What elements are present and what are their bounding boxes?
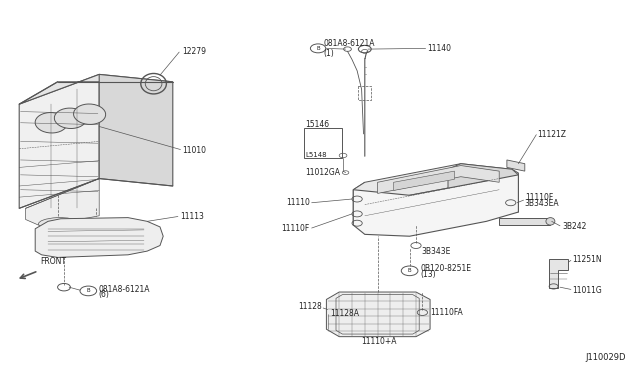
Polygon shape (326, 292, 430, 337)
Polygon shape (353, 175, 518, 236)
Text: 11113: 11113 (180, 212, 204, 221)
Ellipse shape (35, 113, 67, 133)
Ellipse shape (74, 104, 106, 124)
Text: (1): (1) (323, 49, 334, 58)
Text: 081A8-6121A: 081A8-6121A (99, 285, 150, 294)
Text: 11110F: 11110F (282, 224, 310, 232)
Text: 11012GA: 11012GA (305, 168, 340, 177)
Text: 11010: 11010 (182, 146, 206, 155)
Polygon shape (549, 259, 568, 288)
Ellipse shape (38, 218, 77, 229)
Text: 0B120-8251E: 0B120-8251E (420, 264, 472, 273)
Text: 11110F: 11110F (525, 193, 553, 202)
Text: B: B (408, 268, 412, 273)
Text: 11121Z: 11121Z (538, 130, 566, 139)
Polygon shape (353, 164, 518, 205)
Text: 3B343E: 3B343E (421, 247, 451, 256)
Text: 081A8-6121A: 081A8-6121A (323, 39, 374, 48)
Text: B: B (316, 46, 320, 51)
Ellipse shape (546, 218, 555, 225)
Text: (6): (6) (99, 291, 109, 299)
Text: 11011G: 11011G (572, 286, 602, 295)
Polygon shape (26, 179, 99, 225)
Text: 3B343EA: 3B343EA (525, 199, 559, 208)
Text: 11110FA: 11110FA (430, 308, 463, 317)
Text: 11110: 11110 (286, 198, 310, 207)
Text: 12279: 12279 (182, 47, 206, 56)
Text: 15146: 15146 (305, 120, 330, 129)
Polygon shape (448, 164, 518, 212)
Polygon shape (378, 166, 499, 193)
Polygon shape (499, 218, 550, 225)
Polygon shape (507, 160, 525, 171)
Text: (13): (13) (420, 270, 436, 279)
Text: B: B (86, 288, 90, 294)
Text: L5148: L5148 (305, 153, 327, 158)
Polygon shape (19, 74, 99, 208)
Bar (304, 128, 342, 158)
Text: 11128A: 11128A (330, 309, 359, 318)
Text: FRONT: FRONT (40, 257, 67, 266)
Ellipse shape (54, 108, 86, 128)
Text: 11128: 11128 (298, 302, 322, 311)
Text: 3B242: 3B242 (562, 222, 586, 231)
Text: 11140: 11140 (428, 44, 452, 53)
Polygon shape (35, 218, 163, 257)
Polygon shape (394, 171, 454, 190)
Polygon shape (99, 74, 173, 186)
Text: 11251N: 11251N (572, 255, 602, 264)
Polygon shape (353, 182, 365, 223)
Text: J110029D: J110029D (586, 353, 626, 362)
Polygon shape (19, 74, 173, 104)
Text: 11110+A: 11110+A (362, 337, 397, 346)
